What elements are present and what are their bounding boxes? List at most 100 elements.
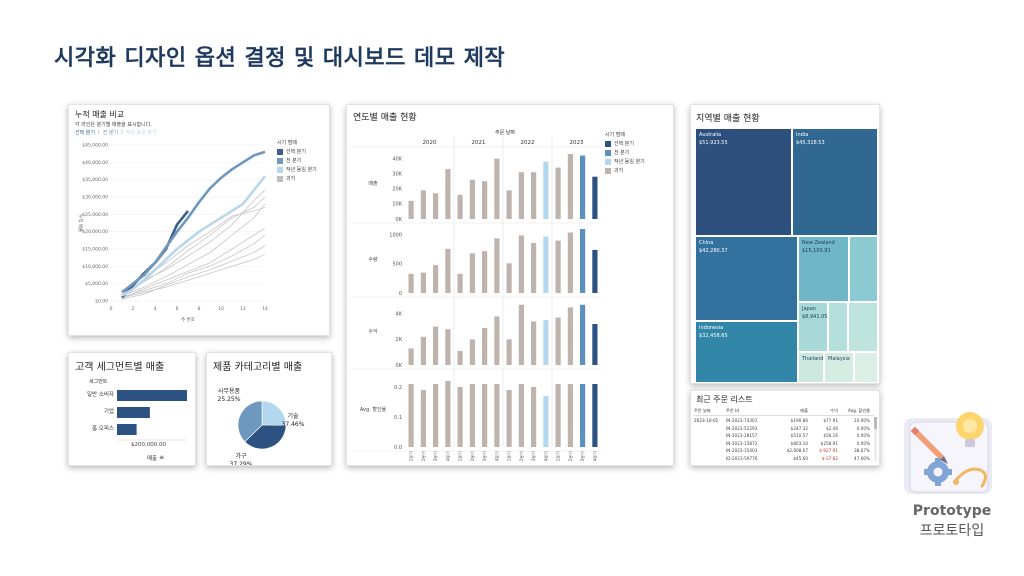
series-line[interactable] — [121, 227, 266, 299]
bar[interactable] — [518, 172, 524, 219]
bar[interactable] — [531, 172, 537, 219]
bar[interactable] — [531, 321, 537, 366]
treemap-tile-new-zealand[interactable]: New Zealand $15,103.91 — [798, 236, 849, 302]
bar[interactable] — [445, 381, 451, 447]
bar[interactable] — [518, 304, 524, 365]
bar[interactable] — [543, 161, 549, 219]
orders-column-header[interactable]: Avg. 할인율 — [848, 408, 870, 413]
bar[interactable] — [420, 336, 426, 365]
legend-item[interactable]: 전 분기 — [605, 149, 645, 156]
bar[interactable] — [592, 176, 598, 219]
legend-item[interactable]: 작년 동일 분기 — [605, 158, 645, 165]
table-row[interactable]: IN-2023-74301 $190.86 $77.91 10.00% — [694, 418, 874, 425]
bar[interactable] — [445, 169, 451, 219]
orders-column-header[interactable]: 수익 — [830, 408, 838, 413]
sort-icon[interactable]: ≡ — [159, 454, 165, 461]
bar[interactable] — [555, 240, 561, 293]
bar[interactable] — [494, 158, 500, 219]
bar[interactable] — [457, 387, 463, 447]
bar[interactable] — [457, 350, 463, 365]
legend-item[interactable]: 작년 동일 분기 — [277, 166, 317, 173]
orders-column-header[interactable]: 주문 Id — [726, 408, 739, 413]
bar[interactable] — [580, 155, 586, 220]
bar[interactable] — [420, 272, 426, 293]
segment-bar[interactable] — [117, 424, 137, 435]
pie-slice[interactable] — [261, 400, 287, 426]
series-line[interactable] — [121, 203, 266, 297]
bar[interactable] — [433, 384, 439, 447]
bar[interactable] — [469, 253, 475, 293]
bar[interactable] — [567, 232, 573, 294]
treemap-tile[interactable] — [854, 352, 878, 383]
bar[interactable] — [592, 324, 598, 365]
tab-yoy-quarter[interactable]: 작년 동일 분기 — [125, 130, 157, 136]
bar[interactable] — [494, 316, 500, 365]
bar[interactable] — [531, 387, 537, 447]
bar[interactable] — [543, 236, 549, 293]
bar[interactable] — [555, 167, 561, 219]
bar[interactable] — [482, 181, 488, 219]
bar[interactable] — [506, 390, 512, 447]
bar[interactable] — [433, 193, 439, 219]
bar[interactable] — [494, 384, 500, 447]
series-line[interactable] — [121, 234, 266, 298]
bar[interactable] — [433, 326, 439, 365]
orders-scrollbar-thumb[interactable] — [874, 417, 877, 429]
bar[interactable] — [518, 235, 524, 293]
bar[interactable] — [433, 265, 439, 293]
series-line[interactable] — [121, 196, 266, 293]
bar[interactable] — [567, 384, 573, 447]
bar[interactable] — [420, 390, 426, 447]
orders-scrollbar[interactable] — [874, 417, 877, 461]
treemap-tile-japan[interactable]: Japan $8,941.05 — [798, 302, 828, 352]
legend-item[interactable]: 과거 — [605, 167, 645, 174]
bar[interactable] — [482, 251, 488, 293]
segment-bar[interactable] — [117, 390, 187, 401]
pie-slice[interactable] — [237, 400, 263, 443]
bar[interactable] — [555, 384, 561, 447]
bar[interactable] — [506, 263, 512, 293]
bar[interactable] — [457, 273, 463, 293]
tab-selected-quarter[interactable]: 선택 분기 — [75, 130, 95, 136]
series-line[interactable] — [121, 245, 266, 300]
treemap-tile-australia[interactable]: Australia $51,923.55 — [695, 128, 792, 236]
bar[interactable] — [420, 190, 426, 219]
table-row[interactable]: IN-2023-52293 $247.32 $2.46 0.00% — [694, 426, 874, 433]
series-line[interactable] — [121, 175, 267, 297]
treemap-tile[interactable] — [828, 302, 848, 352]
treemap-tile-malaysia[interactable]: Malaysia — [824, 352, 854, 383]
bar[interactable] — [408, 348, 414, 365]
bar[interactable] — [469, 339, 475, 365]
bar[interactable] — [457, 194, 463, 219]
bar[interactable] — [543, 396, 549, 447]
table-row[interactable]: IN-2023-15403 $2,608.07 $-927.91 38.67% — [694, 448, 874, 455]
treemap-tile[interactable] — [849, 236, 878, 302]
bar[interactable] — [518, 384, 524, 447]
bar[interactable] — [506, 190, 512, 219]
orders-column-header[interactable]: 주문 날짜 — [694, 408, 711, 413]
series-line[interactable] — [121, 150, 266, 294]
bar[interactable] — [592, 249, 598, 293]
bar[interactable] — [408, 200, 414, 219]
treemap-tile-thailand[interactable]: Thailand — [798, 352, 824, 383]
treemap-tile-indonesia[interactable]: Indonesia $32,458.65 — [695, 321, 798, 383]
table-row[interactable]: IN-2023-28157 $510.57 $56.16 0.00% — [694, 433, 874, 440]
bar[interactable] — [445, 248, 451, 293]
bar[interactable] — [469, 384, 475, 447]
treemap-tile[interactable] — [848, 302, 878, 352]
tab-previous-quarter[interactable]: 전 분기 — [102, 130, 119, 136]
legend-item[interactable]: 선택 분기 — [277, 148, 317, 155]
legend-item[interactable]: 과거 — [277, 175, 317, 182]
series-line[interactable] — [121, 253, 266, 299]
series-line[interactable] — [121, 207, 266, 291]
legend-item[interactable]: 선택 분기 — [605, 140, 645, 147]
bar[interactable] — [580, 384, 586, 447]
treemap-tile-india[interactable]: India $45,318.53 — [792, 128, 878, 236]
bar[interactable] — [543, 320, 549, 365]
bar[interactable] — [580, 304, 586, 365]
bar[interactable] — [445, 329, 451, 365]
bar[interactable] — [567, 307, 573, 365]
bar[interactable] — [592, 384, 598, 447]
table-row[interactable]: IN-2023-15872 $803.10 $258.91 0.00% — [694, 441, 874, 448]
legend-item[interactable]: 전 분기 — [277, 157, 317, 164]
